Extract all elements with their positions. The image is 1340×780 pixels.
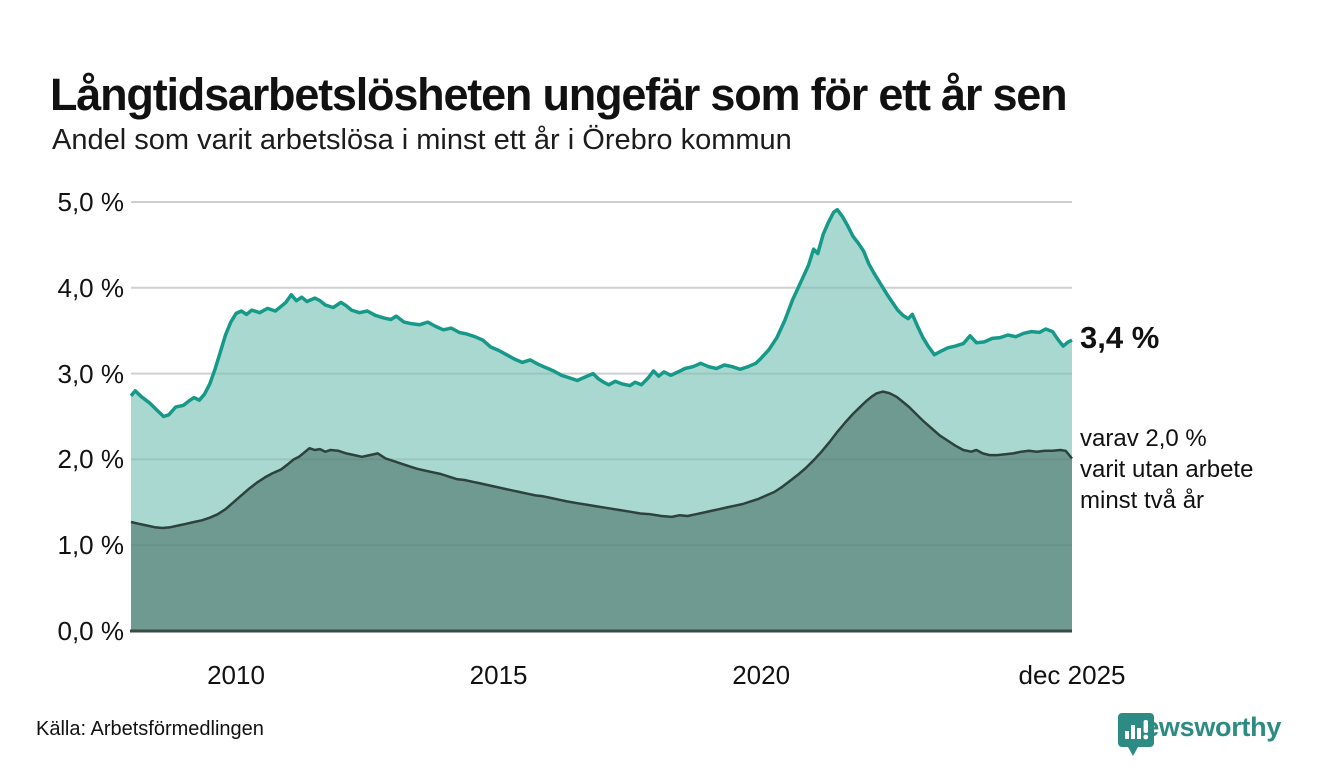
secondary-series-label: varav 2,0 % varit utan arbete minst två … [1080,424,1254,514]
newsworthy-logo-icon [1118,713,1154,756]
series-line [130,390,1073,530]
page-subtitle: Andel som varit arbetslösa i minst ett å… [52,124,792,156]
page-title: Långtidsarbetslösheten ungefär som för e… [50,69,1068,121]
source-note: Källa: Arbetsförmedlingen [36,718,264,740]
end-value-label: 3,4 % [1080,320,1160,356]
series-area [131,391,1072,631]
series-line [129,207,1073,419]
newsworthy-logo: Newsworthy [1117,712,1281,756]
